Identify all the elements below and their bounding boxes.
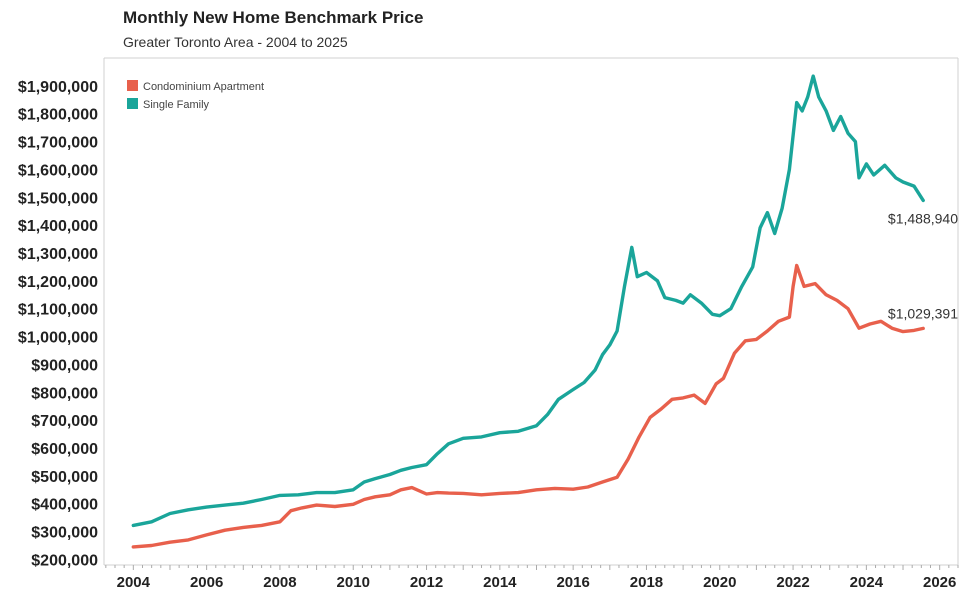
y-tick-label: $1,000,000 — [18, 330, 98, 347]
y-axis-ticks: $200,000 $300,000 $400,000 $500,000 $600,000… — [18, 79, 98, 570]
x-tick-label: 2014 — [483, 574, 517, 591]
y-tick-label: $500,000 — [31, 469, 98, 486]
y-tick-label: $1,700,000 — [18, 135, 98, 152]
legend-label: Single Family — [143, 99, 210, 111]
y-tick-label: $1,400,000 — [18, 218, 98, 235]
legend: Condominium Apartment Single Family — [127, 80, 264, 111]
single-family-line — [131, 74, 925, 528]
y-tick-label: $400,000 — [31, 497, 98, 514]
x-tick-label: 2016 — [556, 574, 589, 591]
x-tick-label: 2006 — [190, 574, 223, 591]
series-end-label: $1,029,391 — [888, 305, 958, 321]
y-tick-label: $1,300,000 — [18, 246, 98, 263]
y-tick-label: $300,000 — [31, 525, 98, 542]
y-tick-label: $600,000 — [31, 441, 98, 458]
chart-axes — [103, 57, 959, 570]
x-tick-label: 2026 — [923, 574, 956, 591]
y-tick-label: $1,500,000 — [18, 190, 98, 207]
chart-title: Monthly New Home Benchmark Price — [123, 8, 424, 27]
y-tick-label: $1,900,000 — [18, 79, 98, 96]
x-tick-label: 2020 — [703, 574, 736, 591]
legend-swatch — [127, 80, 138, 91]
x-tick-label: 2024 — [850, 574, 884, 591]
x-axis-ticks: 2004 2006 2008 2010 2012 2014 2016 2018 2020 2022… — [117, 574, 957, 591]
legend-swatch — [127, 98, 138, 109]
series-lines — [131, 74, 925, 549]
y-tick-label: $800,000 — [31, 385, 98, 402]
x-tick-label: 2004 — [117, 574, 151, 591]
y-tick-label: $700,000 — [31, 413, 98, 430]
y-tick-label: $1,200,000 — [18, 274, 98, 291]
y-tick-label: $1,100,000 — [18, 302, 98, 319]
legend-label: Condominium Apartment — [143, 81, 264, 93]
x-tick-label: 2022 — [776, 574, 809, 591]
condominium-apartment-line — [131, 263, 925, 549]
end-labels: $1,029,391 $1,488,940 — [888, 210, 958, 321]
y-tick-label: $900,000 — [31, 357, 98, 374]
x-tick-label: 2008 — [263, 574, 296, 591]
chart-subtitle: Greater Toronto Area - 2004 to 2025 — [123, 34, 348, 50]
y-tick-label: $200,000 — [31, 552, 98, 569]
y-tick-label: $1,800,000 — [18, 107, 98, 124]
series-end-label: $1,488,940 — [888, 210, 958, 226]
x-tick-label: 2010 — [337, 574, 370, 591]
y-tick-label: $1,600,000 — [18, 162, 98, 179]
x-tick-label: 2018 — [630, 574, 663, 591]
x-tick-label: 2012 — [410, 574, 443, 591]
